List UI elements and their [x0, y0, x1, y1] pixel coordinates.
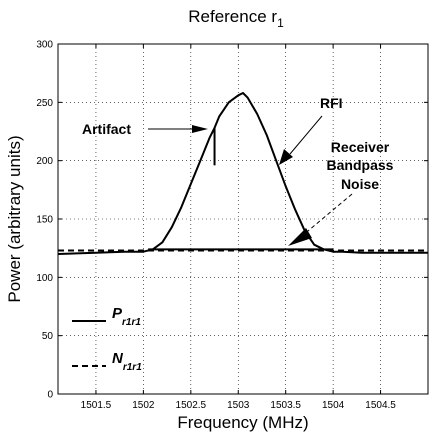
chart-title-main: Reference r	[188, 7, 277, 26]
series	[57, 92, 428, 255]
legend-p-name: P	[112, 305, 123, 322]
chart-title: Reference r1	[188, 7, 284, 30]
legend-n-name: N	[112, 350, 124, 367]
y-tick-label: 250	[36, 98, 53, 109]
y-tick-label: 100	[36, 273, 53, 284]
annotation-receiver: Receiver	[331, 139, 390, 155]
x-tick-label: 1501.5	[81, 400, 112, 411]
x-tick-label: 1502.5	[176, 400, 207, 411]
annotation-rfi: RFI	[320, 95, 343, 111]
x-tick-label: 1503	[227, 400, 250, 411]
y-tick-label: 0	[47, 390, 53, 401]
legend: Pr1r1 Nr1r1	[72, 305, 142, 373]
annotation-artifact-arrowhead	[192, 125, 208, 133]
annotation-bandpass: Bandpass	[327, 157, 394, 173]
annotation-noise-arrowhead	[288, 228, 312, 246]
y-tick-label: 150	[36, 215, 53, 226]
x-tick-label: 1504	[322, 400, 345, 411]
x-tick-label: 1502	[132, 400, 155, 411]
x-tick-label: 1503.5	[270, 400, 301, 411]
y-tick-label: 50	[42, 331, 54, 342]
legend-n-subscript: r1r1	[123, 362, 142, 373]
plot-frame	[57, 43, 429, 395]
y-axis-label: Power (arbitrary units)	[5, 135, 24, 302]
annotation-artifact: Artifact	[82, 121, 131, 137]
annotation-rfi-arrowhead	[279, 149, 293, 165]
legend-label-p: Pr1r1	[112, 305, 141, 328]
annotation-rfi-arrow-line	[289, 115, 323, 155]
annotation-noise: Noise	[341, 176, 379, 192]
x-axis-label: Frequency (MHz)	[177, 413, 308, 432]
y-tick-label: 300	[36, 40, 53, 51]
legend-label-n: Nr1r1	[112, 350, 142, 373]
legend-p-subscript: r1r1	[122, 317, 141, 328]
annotations: Artifact RFI Receiver Bandpass Noise	[82, 95, 394, 246]
grid	[58, 44, 428, 394]
x-tick-label: 1504.5	[365, 400, 396, 411]
y-tick-label: 200	[36, 156, 53, 167]
chart-title-subscript: 1	[277, 16, 284, 30]
annotation-noise-arrow-line	[301, 193, 353, 237]
